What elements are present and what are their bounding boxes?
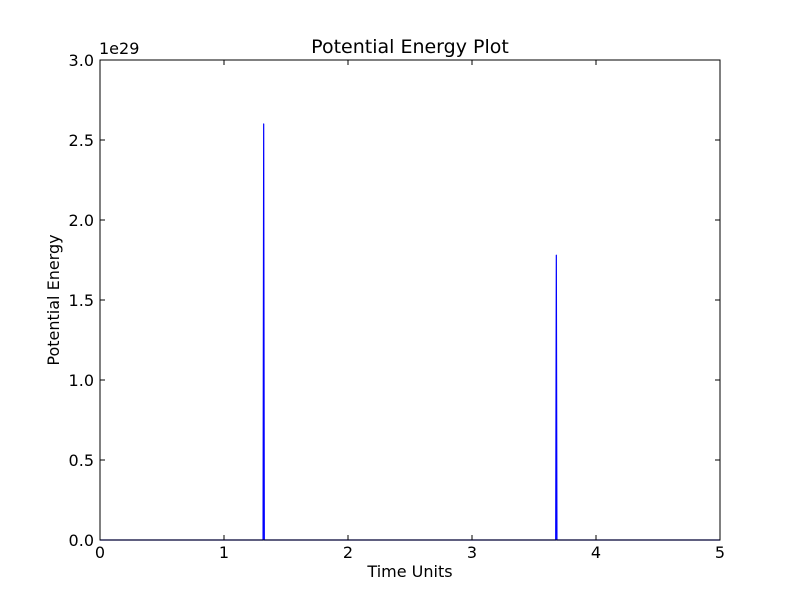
axis-ticks: 0 1 2 3 4 5 0.0 0.5 1.0 1.5 2.0 2.5 3.0 [69,51,726,562]
x-tick-label: 5 [715,543,725,562]
y-tick-label: 1.0 [69,371,94,390]
x-tick-label: 4 [591,543,601,562]
x-tick-label: 2 [343,543,353,562]
chart-title: Potential Energy Plot [311,36,509,58]
y-axis-offset-label: 1e29 [99,39,139,58]
x-tick-label: 3 [467,543,477,562]
y-tick-label: 2.0 [69,211,94,230]
y-tick-label: 0.0 [69,531,94,550]
x-tick-label: 1 [219,543,229,562]
y-tick-label: 0.5 [69,451,94,470]
y-tick-label: 3.0 [69,51,94,70]
y-tick-label: 2.5 [69,131,94,150]
y-axis-label: Potential Energy [44,234,63,365]
x-tick-label: 0 [95,543,105,562]
y-tick-label: 1.5 [69,291,94,310]
x-axis-label: Time Units [366,562,452,581]
